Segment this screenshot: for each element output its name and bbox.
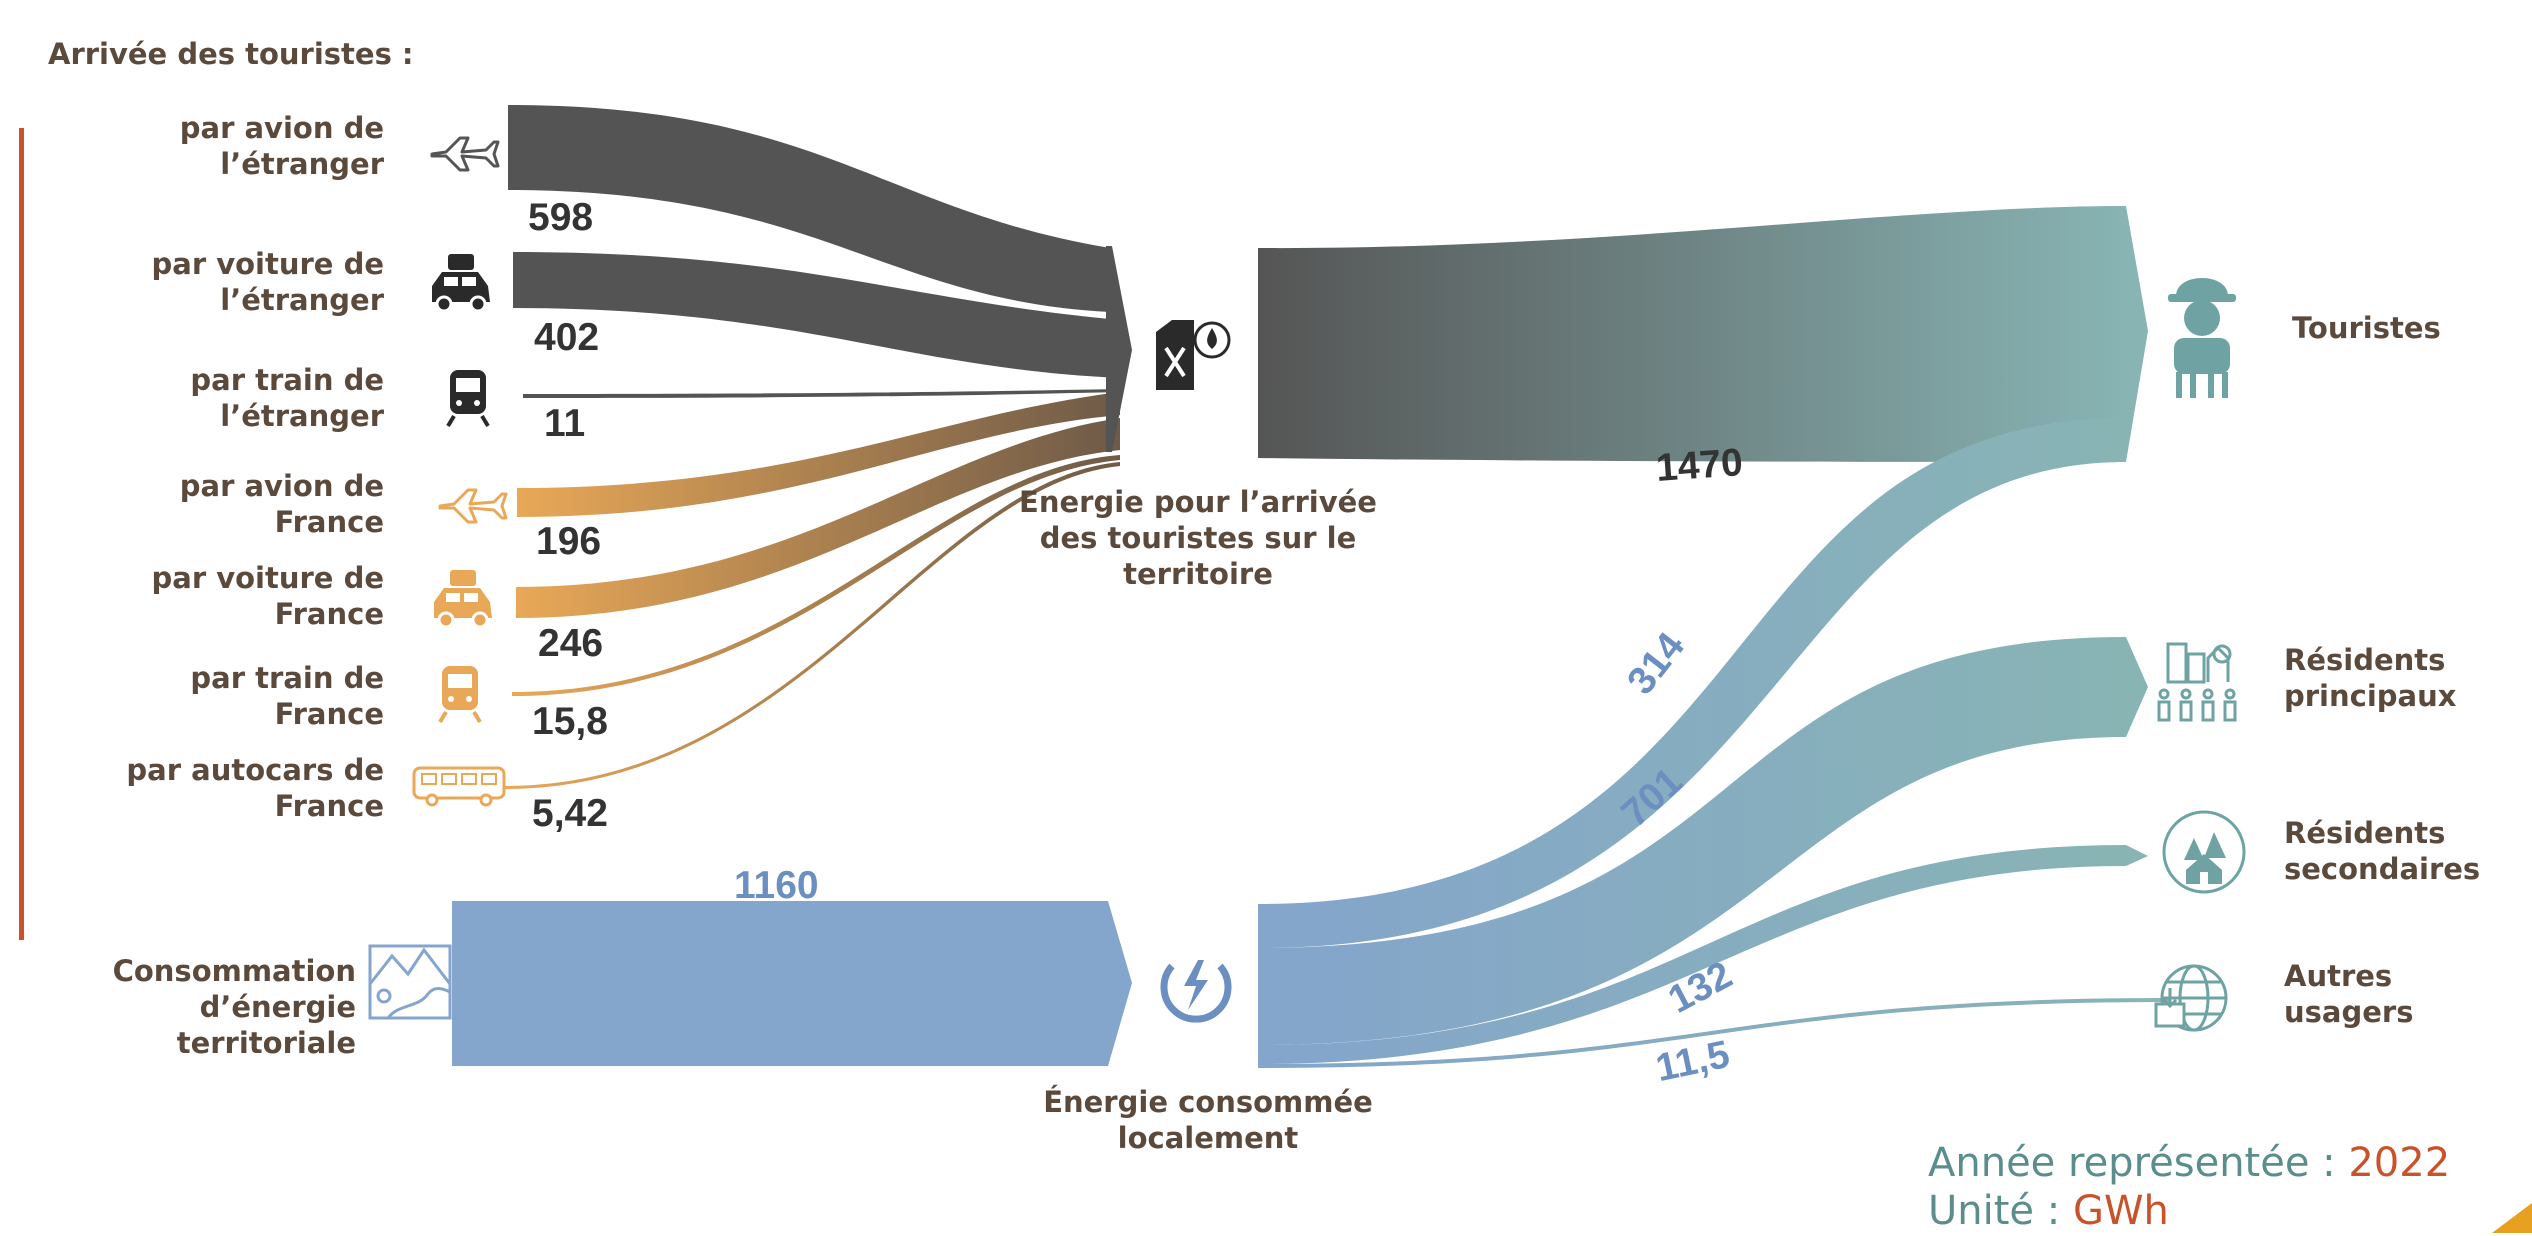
flow-avion-france <box>517 392 1120 517</box>
flow-avion-etranger <box>508 105 1110 312</box>
flow-local-to-main-residents <box>1258 637 2126 1045</box>
source-label-train-france: par train de France <box>190 661 384 731</box>
main-residents-arrow <box>2126 637 2148 737</box>
arrival-hub-label: Energie pour l’arrivée des touristes sur… <box>1019 485 1377 591</box>
flow-local-to-tourists <box>1258 418 2126 949</box>
territorial-arrow <box>1108 901 1132 1066</box>
source-label-train-etranger: par train de l’étranger <box>190 363 384 433</box>
landscape-icon <box>368 944 452 1020</box>
value-voiture-etranger: 402 <box>534 316 600 359</box>
car-icon <box>434 570 492 629</box>
train-icon <box>446 370 490 428</box>
airplane-icon <box>438 488 508 524</box>
tourists-arrow <box>2126 206 2148 462</box>
flow-arrival-to-tourists <box>1258 206 2126 462</box>
corner-triangle <box>2492 1203 2532 1233</box>
target-label-autres-usagers: Autres usagers <box>2284 959 2414 1029</box>
value-train-etranger: 11 <box>544 402 586 445</box>
fuel-can-icon <box>1156 320 1231 390</box>
bus-icon <box>412 766 506 807</box>
value-avion-etranger: 598 <box>528 196 594 239</box>
value-territorial: 1160 <box>734 864 819 907</box>
tourist-icon <box>2168 278 2236 398</box>
source-label-avion-france: par avion de France <box>179 469 384 539</box>
energy-icon <box>1160 960 1232 1023</box>
flow-local-to-other-users <box>1258 998 2170 1068</box>
cabin-icon <box>2162 810 2246 894</box>
territorial-label: Consommation d’énergie territoriale <box>112 954 356 1060</box>
flow-voiture-france <box>516 418 1120 618</box>
legend-unit: Unité : GWh <box>1928 1186 2169 1236</box>
target-label-residents-secondaires: Résidents secondaires <box>2284 816 2481 886</box>
source-label-voiture-etranger: par voiture de l’étranger <box>151 247 385 317</box>
source-label-avion-etranger: par avion de l’étranger <box>179 111 384 181</box>
legend-year-label: Année représentée : <box>1928 1140 2349 1186</box>
target-label-residents-principaux: Résidents principaux <box>2284 643 2457 713</box>
flow-territorial <box>452 901 1108 1066</box>
residents-icon <box>2157 642 2237 722</box>
airplane-icon <box>430 136 500 172</box>
value-train-france: 15,8 <box>532 700 608 743</box>
legend-unit-value: GWh <box>2072 1188 2169 1234</box>
car-icon <box>432 254 490 313</box>
section-header: Arrivée des touristes : <box>48 37 414 71</box>
value-voiture-france: 246 <box>538 622 604 665</box>
flow-voiture-etranger <box>513 252 1120 378</box>
globe-icon <box>2154 964 2228 1032</box>
value-avion-france: 196 <box>536 520 602 563</box>
legend-year: Année représentée : 2022 <box>1928 1138 2450 1188</box>
target-label-touristes: Touristes <box>2292 311 2441 345</box>
source-label-voiture-france: par voiture de France <box>151 561 385 631</box>
flow-train-etranger <box>523 389 1120 398</box>
value-autocar-france: 5,42 <box>532 792 608 835</box>
secondary-residents-arrow <box>2126 845 2148 866</box>
local-hub-label: Énergie consommée localement <box>1043 1085 1373 1155</box>
train-icon <box>438 666 482 724</box>
flow-local-to-secondary-residents <box>1258 845 2126 1064</box>
legend-year-value: 2022 <box>2348 1140 2451 1186</box>
accent-line <box>19 128 24 940</box>
value-arrival-to-tourists: 1470 <box>1654 441 1745 490</box>
source-label-autocar-france: par autocars de France <box>126 753 384 823</box>
legend-unit-label: Unité : <box>1928 1188 2073 1234</box>
arrival-hub-arrow <box>1106 246 1132 452</box>
